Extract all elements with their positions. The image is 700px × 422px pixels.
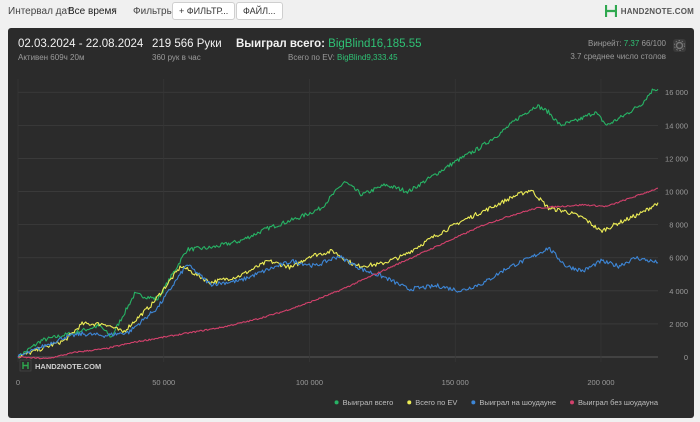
- y-tick-label: 8 000: [669, 221, 688, 230]
- profit-chart: 0 2 000 4 000 6 000 8 000 10 000 12 000 14 000 1…: [16, 79, 688, 407]
- chevron-down-icon[interactable]: ▼: [111, 7, 118, 14]
- x-tick-label: 50 000: [152, 378, 175, 387]
- settings-gear-icon[interactable]: [673, 39, 686, 52]
- active-time: Активен 609ч 20м: [18, 53, 85, 62]
- toolbar: Интервал дат: Все время ▼ Фильтры: + ФИЛ…: [0, 0, 700, 24]
- logo-text: HAND2NOTE.COM: [620, 6, 694, 16]
- y-tick-label: 12 000: [665, 154, 688, 163]
- y-tick-label: 14 000: [665, 121, 688, 130]
- x-tick-label: 0: [16, 378, 20, 387]
- h2n-logo-icon: [604, 4, 617, 18]
- hands-per-hour: 360 рук в час: [152, 53, 201, 62]
- file-button[interactable]: ФАЙЛ...: [236, 2, 283, 20]
- legend-marker: [471, 400, 476, 405]
- winrate-label: Винрейт:: [588, 39, 624, 48]
- ev-label: Всего по EV:: [288, 53, 338, 62]
- date-range: 02.03.2024 - 22.08.2024: [18, 38, 144, 50]
- y-tick-label: 2 000: [669, 320, 688, 329]
- x-tick-label: 150 000: [442, 378, 469, 387]
- y-tick-label: 10 000: [665, 188, 688, 197]
- ev-value: BigBlind9,333.45: [337, 53, 398, 62]
- x-tick-label: 200 000: [587, 378, 614, 387]
- winrate-tail: 66/100: [639, 39, 666, 48]
- watermark-text: HAND2NOTE.COM: [35, 362, 101, 371]
- legend-label: Выиграл на шоудауне: [479, 398, 556, 407]
- graph-panel: 02.03.2024 - 22.08.2024 Активен 609ч 20м…: [8, 28, 694, 418]
- series-line: [17, 187, 659, 360]
- hand2note-logo[interactable]: HAND2NOTE.COM: [604, 4, 694, 18]
- won-total-label: Выиграл всего:: [236, 38, 329, 50]
- y-tick-label: 0: [684, 353, 688, 362]
- legend-marker: [334, 400, 339, 405]
- legend-marker: [407, 400, 412, 405]
- y-tick-label: 16 000: [665, 88, 688, 97]
- chart-watermark: HAND2NOTE.COM: [19, 359, 101, 372]
- avg-tables: 3.7 среднее число столов: [570, 52, 666, 61]
- date-interval-label: Интервал дат:: [8, 6, 75, 17]
- x-tick-label: 100 000: [296, 378, 323, 387]
- series-line: [17, 88, 659, 359]
- legend-label: Выиграл всего: [343, 398, 394, 407]
- winrate-value: 7.37: [623, 39, 640, 48]
- date-interval-select[interactable]: Все время: [68, 6, 117, 17]
- winrate: Винрейт: 7.37 66/100: [588, 39, 666, 48]
- legend-label: Всего по EV: [415, 398, 457, 407]
- hands-count: 219 566 Руки: [152, 38, 222, 50]
- y-tick-label: 4 000: [669, 287, 688, 296]
- add-filter-button[interactable]: + ФИЛЬТР...: [172, 2, 236, 20]
- series-line: [17, 246, 659, 358]
- ev-total: Всего по EV: BigBlind9,333.45: [288, 53, 398, 62]
- won-total: Выиграл всего: BigBlind16,185.55: [236, 38, 422, 50]
- legend-marker: [570, 400, 574, 405]
- legend-label: Выиграл без шоудауна: [578, 398, 659, 407]
- y-tick-label: 6 000: [669, 254, 688, 263]
- won-total-value: BigBlind16,185.55: [328, 38, 422, 50]
- filters-label: Фильтры:: [133, 6, 177, 17]
